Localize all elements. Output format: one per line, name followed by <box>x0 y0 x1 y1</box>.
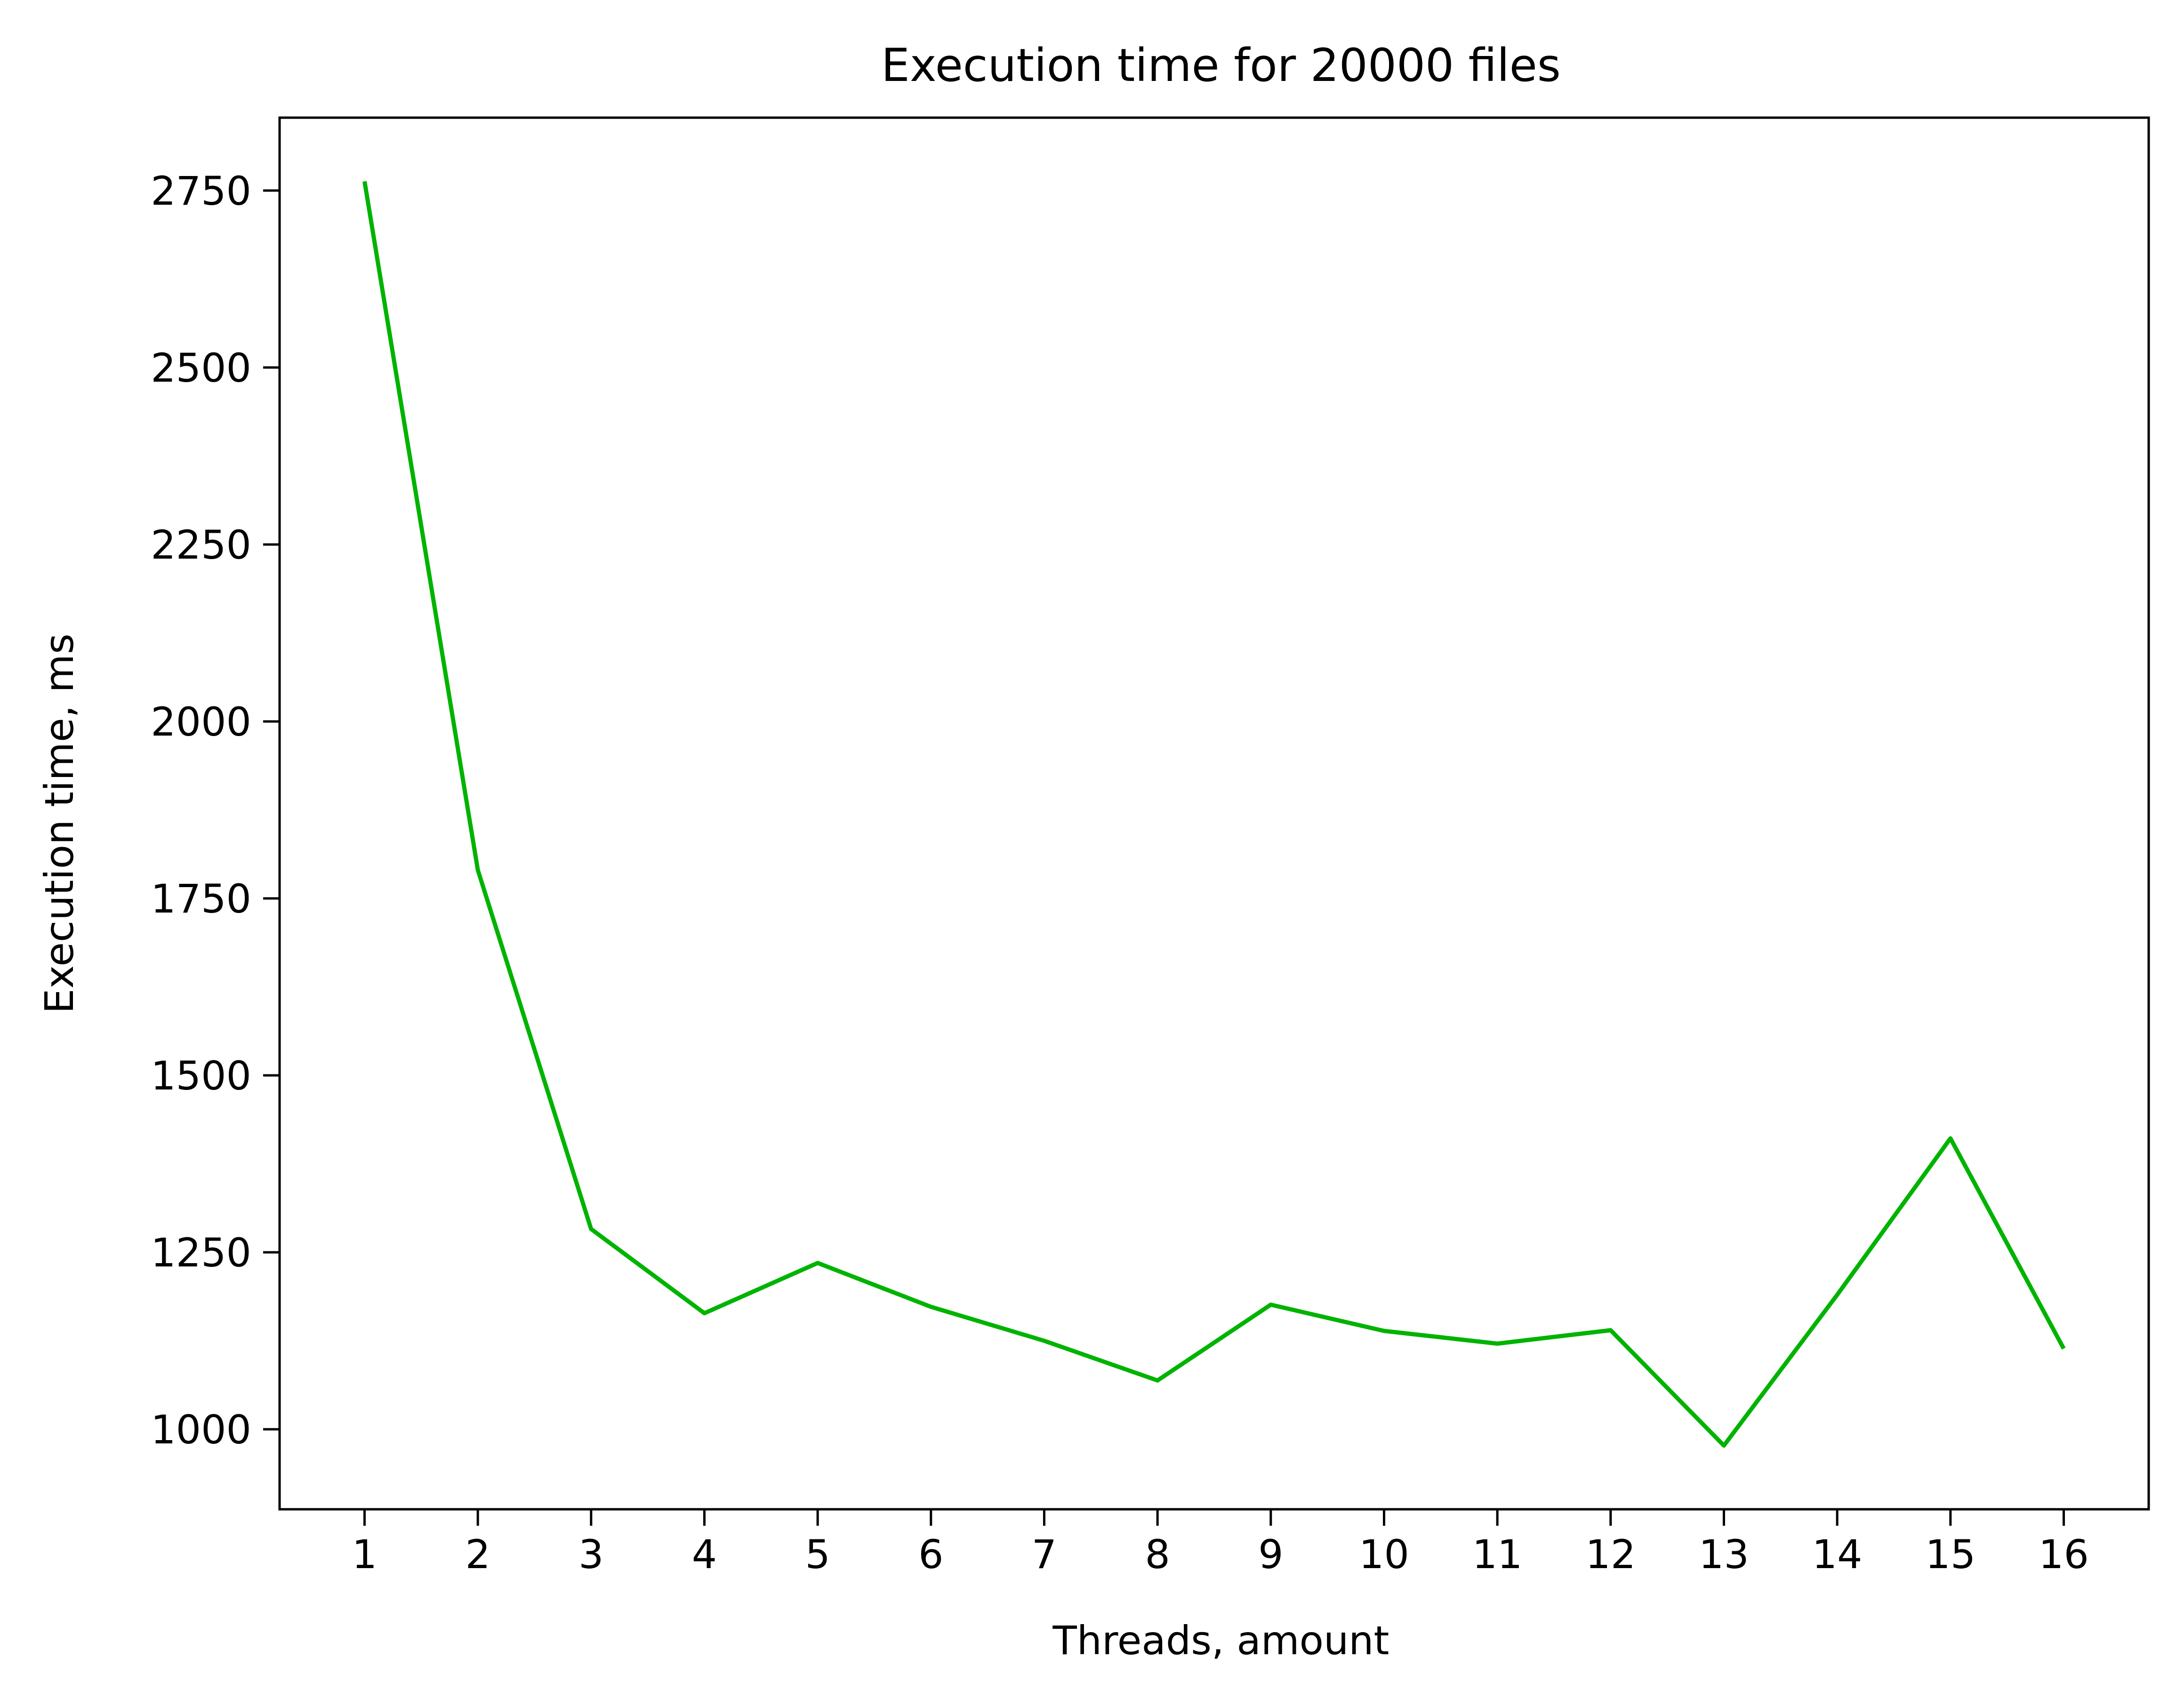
x-tick-label: 7 <box>1032 1531 1057 1578</box>
plot-frame <box>278 116 2150 1511</box>
y-tick-label: 1000 <box>151 1407 251 1453</box>
x-tick-label: 11 <box>1472 1531 1523 1578</box>
x-tick-label: 3 <box>578 1531 603 1578</box>
plot-area: 1 2 3 4 5 6 7 8 9 10 11 12 13 14 15 1610001250150017502… <box>151 116 2150 1578</box>
x-tick-label: 16 <box>2039 1531 2089 1578</box>
y-tick-label: 1250 <box>151 1230 251 1276</box>
y-tick-label: 2250 <box>151 522 251 568</box>
x-tick-label: 14 <box>1812 1531 1863 1578</box>
x-tick-label: 10 <box>1359 1531 1409 1578</box>
x-axis-label: Threads, amount <box>1052 1618 1389 1664</box>
y-tick-label: 2750 <box>151 168 251 214</box>
x-tick-label: 6 <box>918 1531 943 1578</box>
y-tick-label: 1750 <box>151 876 251 922</box>
x-tick-label: 12 <box>1585 1531 1636 1578</box>
x-tick-label: 13 <box>1699 1531 1749 1578</box>
series-line-1 <box>362 181 2066 1448</box>
x-tick-label: 2 <box>465 1531 490 1578</box>
y-tick-label: 1500 <box>151 1053 251 1099</box>
x-tick-label: 9 <box>1258 1531 1283 1578</box>
chart-title: Execution time for 20000 files <box>881 39 1561 92</box>
y-axis-label: Execution time, ms <box>36 633 82 1014</box>
x-tick-label: 5 <box>805 1531 830 1578</box>
x-tick-label: 1 <box>352 1531 377 1578</box>
x-tick-label: 8 <box>1145 1531 1170 1578</box>
y-tick-label: 2000 <box>151 699 251 745</box>
x-tick-label: 4 <box>692 1531 717 1578</box>
y-tick-label: 2500 <box>151 345 251 391</box>
x-tick-label: 15 <box>1925 1531 1975 1578</box>
